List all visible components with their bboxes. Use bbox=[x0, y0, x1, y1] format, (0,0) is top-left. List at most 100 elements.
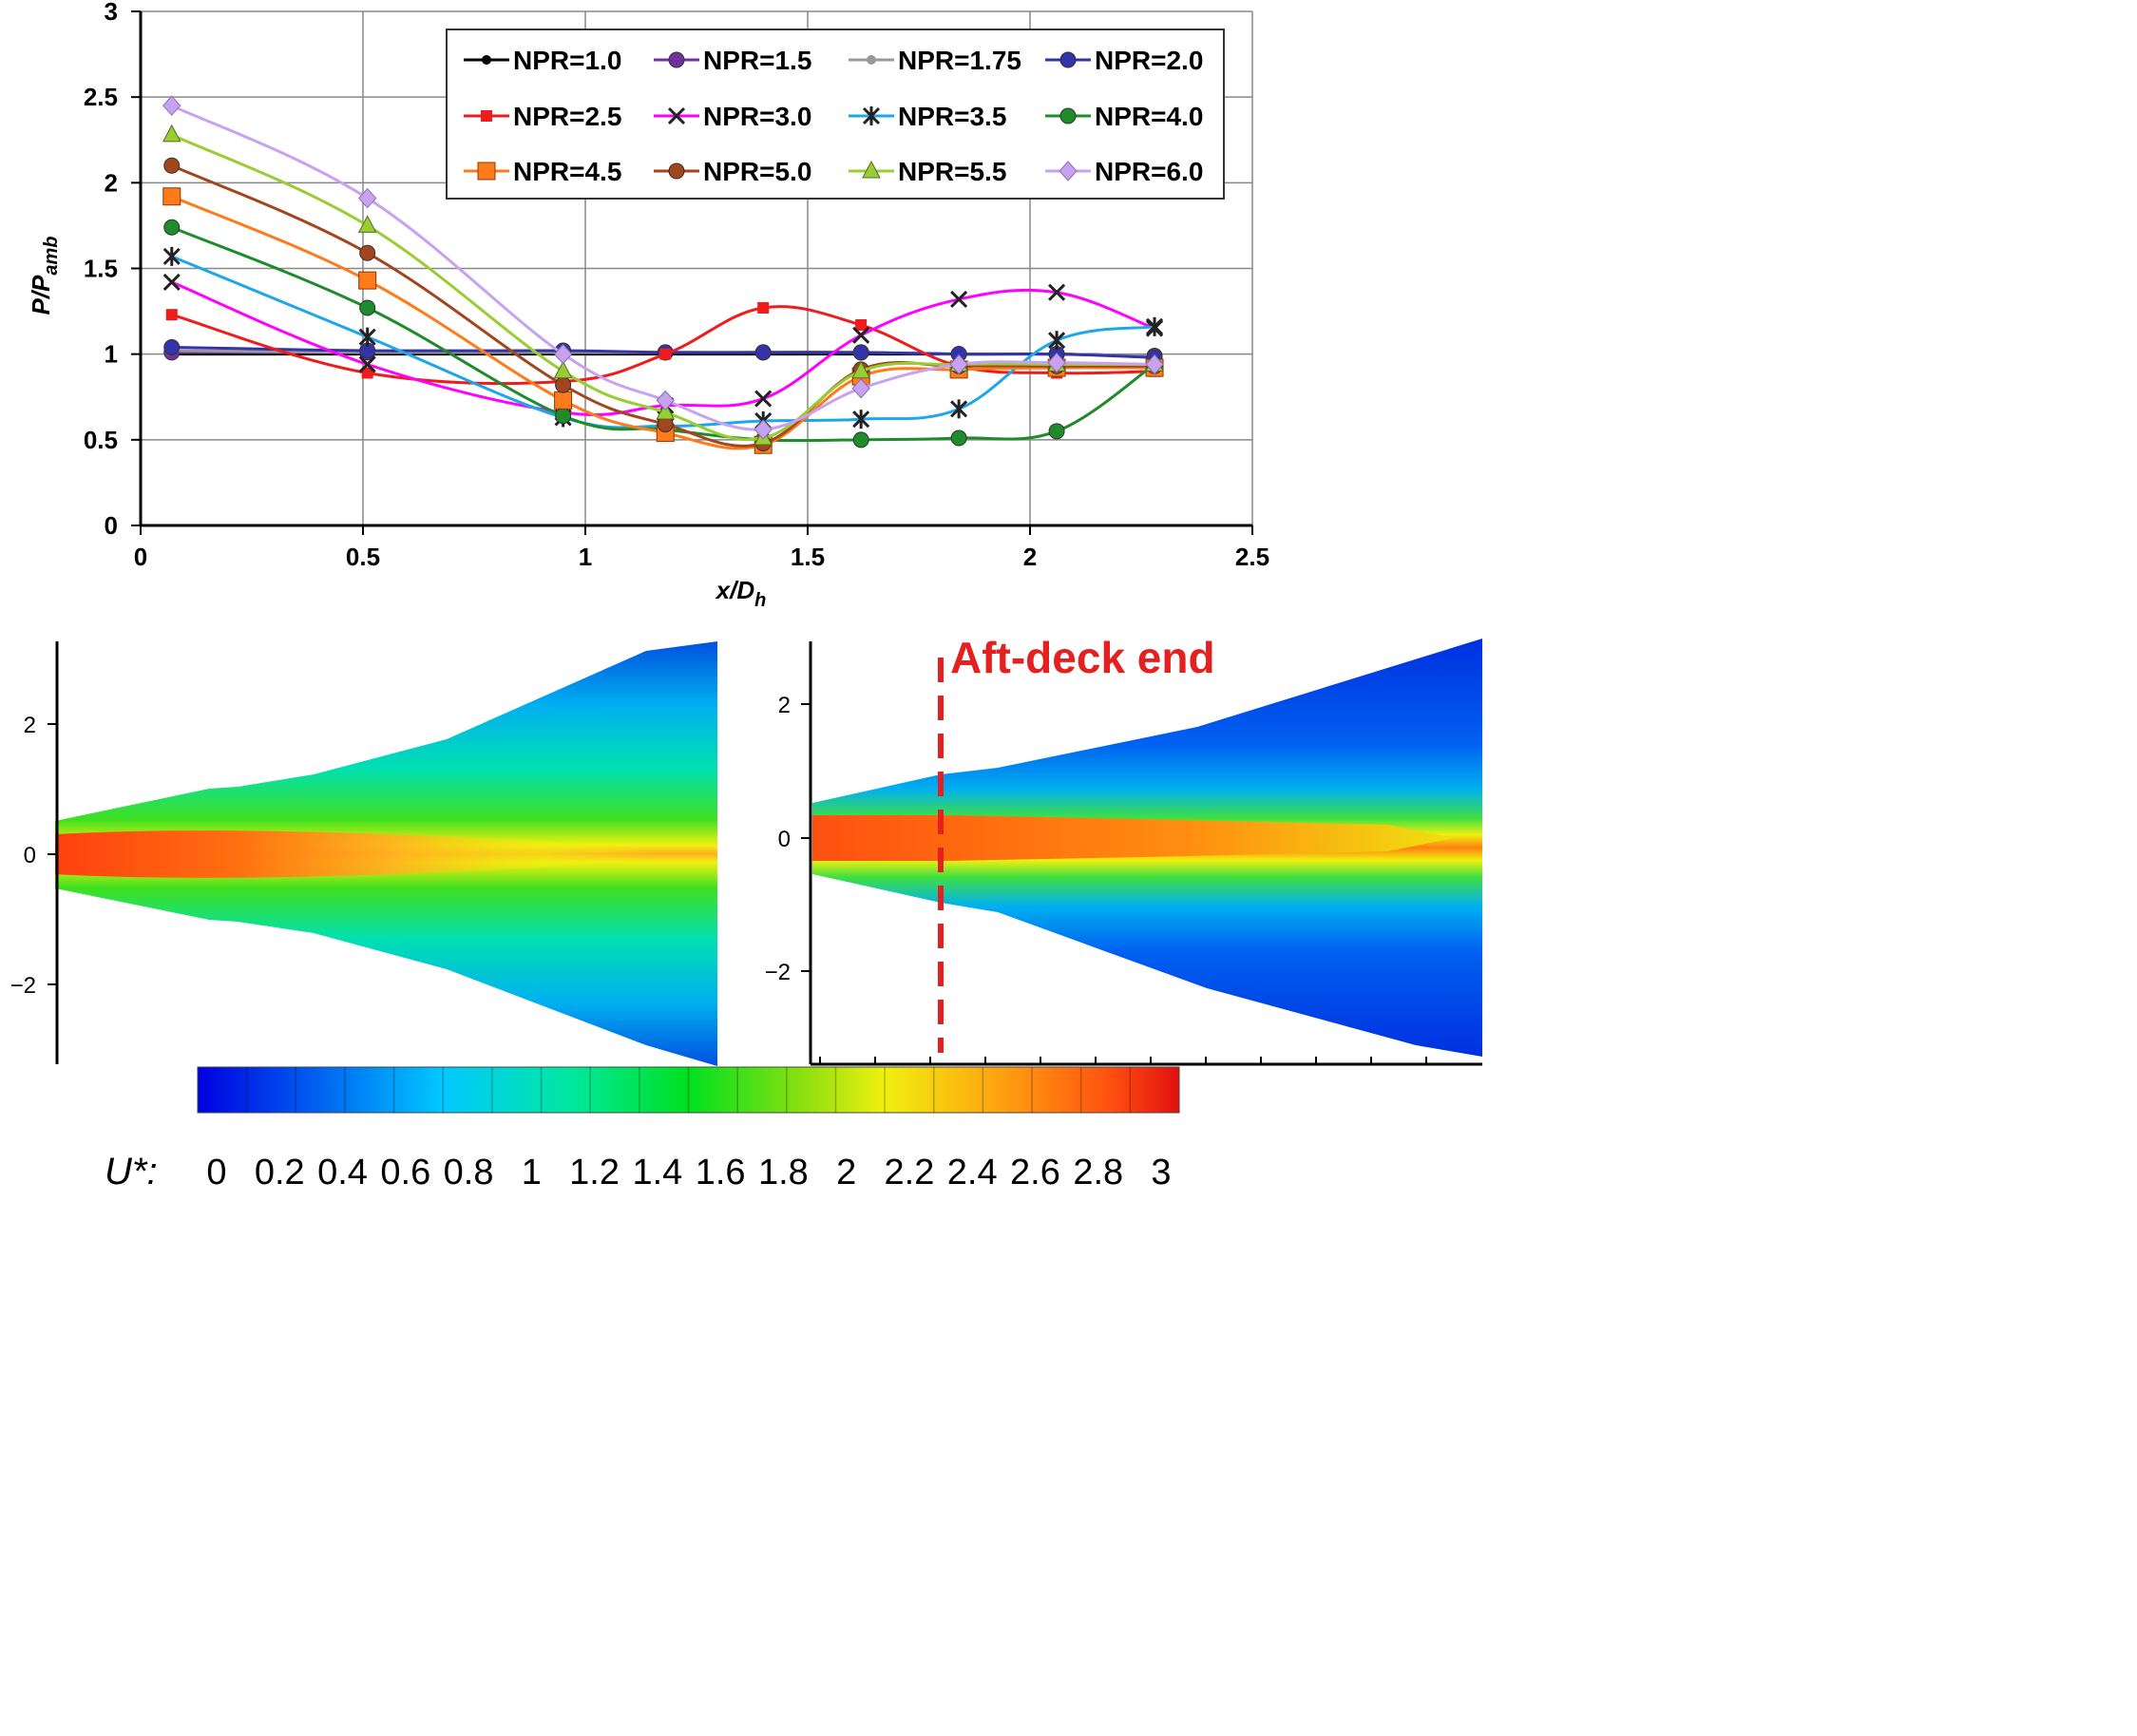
marker-point bbox=[855, 319, 868, 332]
marker-stroke bbox=[754, 390, 773, 408]
colorbar-tick-label: 2.6 bbox=[1010, 1153, 1060, 1192]
marker-point bbox=[852, 326, 870, 344]
legend-entry: NPR=4.0 bbox=[1045, 102, 1203, 131]
marker-point bbox=[359, 299, 376, 316]
series-line bbox=[171, 305, 1155, 386]
legend: NPR=1.0 NPR=1.5 NPR=1.75 NPR=2.0 NPR=2.5 NPR=… bbox=[446, 29, 1225, 200]
marker-point bbox=[162, 246, 181, 266]
marker-legend bbox=[668, 51, 685, 68]
marker-point bbox=[754, 390, 773, 408]
colorbar-tick-label: 1.2 bbox=[569, 1153, 620, 1192]
marker-point bbox=[165, 309, 178, 321]
y-tick-label: 1 bbox=[105, 340, 118, 369]
legend-entry: NPR=2.5 bbox=[464, 102, 621, 131]
colorbar-separators bbox=[245, 1067, 1132, 1113]
y-tick-label: 2 bbox=[105, 168, 118, 197]
marker-legend bbox=[482, 55, 491, 65]
marker-legend bbox=[667, 106, 686, 125]
marker-point bbox=[162, 95, 181, 116]
aft-deck-end-label: Aft-deck end bbox=[950, 633, 1215, 682]
marker-stroke bbox=[852, 326, 870, 344]
series-npr-6-0 bbox=[162, 95, 1164, 440]
plume-left-core bbox=[55, 830, 665, 878]
contour-right-x-ticks bbox=[819, 1057, 1427, 1064]
plume-right-core bbox=[812, 815, 1454, 861]
legend-label: NPR=1.0 bbox=[513, 46, 621, 75]
line-chart: 0 0.5 1 1.5 2 2.5 0 0.5 1 1.5 2 2.5 3 NPR=1.0 NPR=1.5… bbox=[27, 0, 1269, 611]
legend-label: NPR=4.0 bbox=[1095, 102, 1203, 131]
marker-point bbox=[358, 271, 377, 290]
legend-label: NPR=4.5 bbox=[513, 157, 621, 186]
x-axis-label: x/Dh bbox=[715, 576, 767, 611]
colorbar-tick-label: 2.8 bbox=[1073, 1153, 1123, 1192]
marker-point bbox=[555, 408, 572, 425]
marker-legend bbox=[668, 162, 685, 180]
marker-legend bbox=[862, 160, 881, 179]
marker-point bbox=[163, 219, 181, 236]
marker-point bbox=[950, 290, 968, 309]
legend-entry: NPR=2.0 bbox=[1045, 46, 1203, 75]
marker-stroke bbox=[667, 106, 686, 125]
y-tick-label: 2.5 bbox=[84, 83, 118, 111]
y-tick-label: 0.5 bbox=[84, 426, 118, 454]
marker-point bbox=[852, 344, 869, 361]
marker-point bbox=[851, 377, 870, 399]
legend-label: NPR=5.0 bbox=[703, 157, 811, 186]
colorbar-tick-label: 1.8 bbox=[758, 1153, 809, 1192]
x-tick-label: 1 bbox=[579, 543, 592, 571]
marker-point bbox=[162, 187, 181, 206]
legend-box bbox=[446, 29, 1225, 200]
marker-legend bbox=[481, 110, 492, 122]
colorbar-label: U*: bbox=[105, 1151, 158, 1192]
marker-point bbox=[659, 348, 672, 360]
marker-point bbox=[1048, 331, 1066, 351]
y-axis-label: P/Pamb bbox=[27, 236, 62, 315]
y-tick-label: 0 bbox=[24, 843, 36, 868]
marker-point bbox=[950, 429, 967, 447]
marker-point bbox=[554, 391, 573, 410]
marker-point bbox=[553, 343, 573, 365]
y-tick-label: 2 bbox=[24, 713, 36, 738]
marker-point bbox=[358, 187, 377, 209]
colorbar-tick-label: 0.2 bbox=[255, 1153, 305, 1192]
marker-point bbox=[1048, 283, 1066, 301]
marker-point bbox=[163, 157, 181, 174]
marker-point bbox=[656, 390, 675, 411]
colorbar-ticks: 0 0.2 0.4 0.6 0.8 1 1.2 1.4 1.6 1.8 2 2.2 2.4 2.6 2.8 3 bbox=[206, 1153, 1171, 1192]
marker-point bbox=[553, 360, 573, 379]
legend-entry: NPR=5.0 bbox=[654, 157, 811, 186]
series-line bbox=[171, 345, 1155, 359]
marker-stroke bbox=[950, 290, 968, 309]
colorbar-gradient bbox=[197, 1066, 1180, 1114]
colorbar-tick-label: 2.4 bbox=[947, 1153, 998, 1192]
marker-point bbox=[950, 399, 968, 419]
x-tick-label: 0.5 bbox=[346, 543, 380, 571]
colorbar-tick-label: 1 bbox=[522, 1153, 542, 1192]
y-tick-label: −2 bbox=[765, 960, 791, 985]
marker-point bbox=[555, 376, 572, 393]
legend-label: NPR=1.5 bbox=[703, 46, 811, 75]
marker-stroke bbox=[358, 355, 376, 373]
marker-point bbox=[1047, 352, 1066, 373]
marker-stroke bbox=[162, 273, 181, 291]
legend-entry: NPR=1.5 bbox=[654, 46, 811, 75]
colorbar-tick-label: 0.6 bbox=[380, 1153, 430, 1192]
marker-point bbox=[1145, 353, 1164, 375]
marker-point bbox=[949, 353, 968, 375]
contour-left: 2 0 −2 bbox=[10, 641, 717, 1066]
marker-legend bbox=[867, 55, 876, 65]
marker-legend bbox=[1059, 51, 1077, 68]
marker-point bbox=[358, 355, 376, 373]
series-line bbox=[171, 195, 1155, 450]
y-tick-label: 1.5 bbox=[84, 255, 118, 283]
marker-point bbox=[358, 327, 376, 347]
legend-entry: NPR=5.5 bbox=[849, 157, 1006, 186]
marker-stroke bbox=[1048, 283, 1066, 301]
series-group bbox=[162, 95, 1164, 454]
legend-entry: NPR=4.5 bbox=[464, 157, 621, 186]
marker-point bbox=[359, 244, 376, 261]
legend-label: NPR=2.5 bbox=[513, 102, 621, 131]
marker-point bbox=[1145, 316, 1164, 336]
legend-entry: NPR=6.0 bbox=[1045, 157, 1203, 186]
